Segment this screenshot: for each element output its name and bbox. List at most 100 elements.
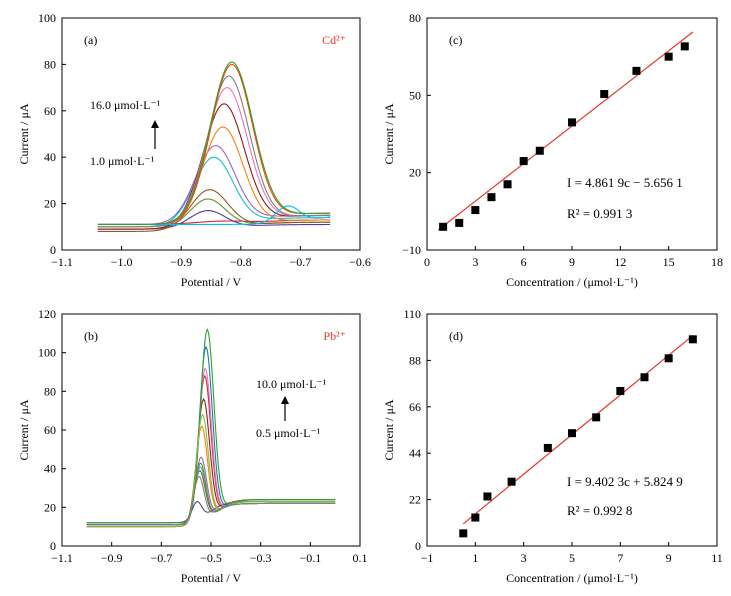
data-point xyxy=(483,492,492,501)
data-point xyxy=(455,218,464,227)
panel-0: −1.1 −1.0 −0.9 −0.8 −0.7 −0.6 0 20 40 60 80 100 Pote… xyxy=(17,11,371,289)
panel-1: 0 3 6 9 12 15 18 −10 20 50 80 Concentration / (μmol… xyxy=(382,11,723,289)
data-point xyxy=(616,386,625,395)
arrow-head xyxy=(281,396,289,404)
x-tick-label: 7 xyxy=(617,551,623,565)
x-axis-label: Potential / V xyxy=(181,571,242,585)
y-tick-label: 88 xyxy=(409,353,421,367)
y-tick-label: 44 xyxy=(409,446,421,460)
data-point xyxy=(503,180,512,189)
series-line xyxy=(86,327,336,524)
y-tick-label: 50 xyxy=(409,88,421,102)
y-tick-label: 60 xyxy=(44,104,56,118)
fit-line xyxy=(462,334,694,525)
y-axis-label: Current / μA xyxy=(17,103,31,164)
data-point xyxy=(487,193,496,202)
y-tick-label: 0 xyxy=(50,243,56,257)
panel-tag: (c) xyxy=(449,33,462,47)
data-point xyxy=(543,443,552,452)
data-point xyxy=(507,477,516,486)
x-tick-label: 15 xyxy=(663,255,675,269)
x-tick-label: −0.7 xyxy=(150,551,172,565)
y-tick-label: 20 xyxy=(44,500,56,514)
x-tick-label: −0.1 xyxy=(299,551,321,565)
data-point xyxy=(535,146,544,155)
y-tick-label: 22 xyxy=(409,493,421,507)
plot-frame xyxy=(61,17,361,251)
x-tick-label: 9 xyxy=(666,551,672,565)
y-tick-label: 100 xyxy=(38,11,56,25)
x-tick-label: 0.1 xyxy=(353,551,368,565)
x-tick-label: 18 xyxy=(711,255,723,269)
y-tick-label: 100 xyxy=(38,346,56,360)
x-tick-label: 6 xyxy=(521,255,527,269)
x-tick-label: 3 xyxy=(472,255,478,269)
x-tick-label: −1 xyxy=(421,551,434,565)
x-tick-label: −0.6 xyxy=(349,255,371,269)
fit-r-squared: R² = 0.992 8 xyxy=(567,503,632,518)
x-tick-label: 1 xyxy=(472,551,478,565)
x-tick-label: −1.0 xyxy=(111,255,133,269)
y-tick-label: 20 xyxy=(44,197,56,211)
data-point xyxy=(632,66,641,75)
x-tick-label: 9 xyxy=(569,255,575,269)
data-point xyxy=(568,429,576,438)
series-line xyxy=(97,189,331,232)
data-point xyxy=(664,52,673,61)
data-point xyxy=(471,513,480,522)
data-point xyxy=(568,118,576,127)
annotation-top: 10.0 μmol·L⁻¹ xyxy=(256,377,327,391)
fit-line xyxy=(437,31,694,231)
y-tick-label: 60 xyxy=(44,423,56,437)
y-tick-label: −10 xyxy=(402,243,421,257)
data-point xyxy=(640,373,649,382)
x-tick-label: −1.1 xyxy=(51,551,73,565)
y-tick-label: 80 xyxy=(44,57,56,71)
panel-2: −1.1 −0.9 −0.7 −0.5 −0.3 −0.1 0.1 0 20 40 60 80 100 1… xyxy=(17,307,368,585)
x-tick-label: 12 xyxy=(614,255,626,269)
x-axis-label: Concentration / (μmol·L⁻¹) xyxy=(506,571,638,585)
annotation-top: 16.0 μmol·L⁻¹ xyxy=(90,98,161,112)
y-tick-label: 20 xyxy=(409,166,421,180)
annotation-bottom: 0.5 μmol·L⁻¹ xyxy=(256,426,321,440)
arrow-head xyxy=(151,120,159,128)
data-point xyxy=(471,206,480,215)
ion-label: Pb²⁺ xyxy=(323,329,346,343)
panel-tag: (b) xyxy=(84,329,98,343)
series-line xyxy=(86,475,336,526)
series-group xyxy=(97,61,331,232)
y-tick-label: 0 xyxy=(50,539,56,553)
y-tick-label: 120 xyxy=(38,307,56,321)
series-line xyxy=(86,462,336,528)
series-group xyxy=(86,327,336,528)
x-axis-label: Concentration / (μmol·L⁻¹) xyxy=(506,275,638,289)
x-tick-label: −0.9 xyxy=(101,551,123,565)
y-axis-label: Current / μA xyxy=(17,399,31,460)
y-tick-label: 66 xyxy=(409,400,421,414)
x-tick-label: 0 xyxy=(424,255,430,269)
y-tick-label: 40 xyxy=(44,462,56,476)
data-point xyxy=(519,157,528,166)
y-tick-label: 80 xyxy=(44,384,56,398)
data-point xyxy=(600,90,609,99)
data-point xyxy=(592,413,601,422)
data-point xyxy=(680,42,689,51)
series-line xyxy=(86,413,336,528)
data-point xyxy=(664,354,673,363)
x-tick-label: −0.7 xyxy=(290,255,312,269)
x-tick-label: −0.5 xyxy=(200,551,222,565)
x-tick-label: 5 xyxy=(569,551,575,565)
y-axis-label: Current / μA xyxy=(382,103,396,164)
panel-tag: (a) xyxy=(84,33,97,47)
data-point xyxy=(459,529,468,538)
x-tick-label: −0.8 xyxy=(230,255,252,269)
x-tick-label: 11 xyxy=(711,551,723,565)
y-tick-label: 80 xyxy=(409,11,421,25)
ion-label: Cd²⁺ xyxy=(322,33,346,47)
x-axis-label: Potential / V xyxy=(181,275,242,289)
y-tick-label: 0 xyxy=(415,539,421,553)
fit-equation: I = 9.402 3c + 5.824 9 xyxy=(567,474,683,489)
fit-r-squared: R² = 0.991 3 xyxy=(567,206,632,221)
